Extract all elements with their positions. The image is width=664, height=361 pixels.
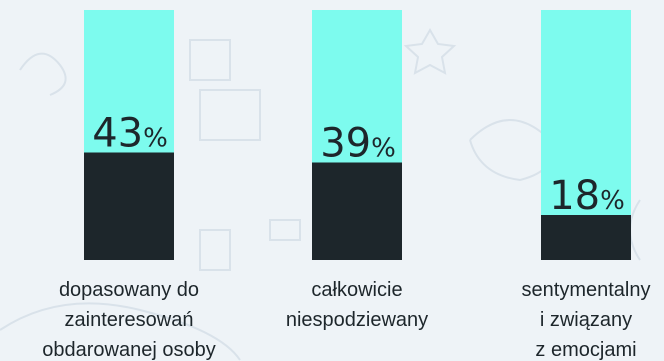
- data-label: 39%: [320, 121, 396, 167]
- bar-remainder: [312, 10, 402, 163]
- category-label: całkowicie niespodziewany: [286, 279, 428, 331]
- bar-remainder: [541, 10, 631, 215]
- bar-value: [541, 215, 631, 260]
- category-label: dopasowany do zainteresowań obdarowanej os…: [42, 279, 215, 361]
- data-label: 18%: [549, 173, 625, 219]
- bar-remainder: [84, 10, 174, 153]
- bar-value: [312, 162, 402, 260]
- category-label: sentymentalny i związany z emocjami: [522, 279, 651, 361]
- data-label: 43%: [92, 111, 168, 157]
- bar-value: [84, 152, 174, 260]
